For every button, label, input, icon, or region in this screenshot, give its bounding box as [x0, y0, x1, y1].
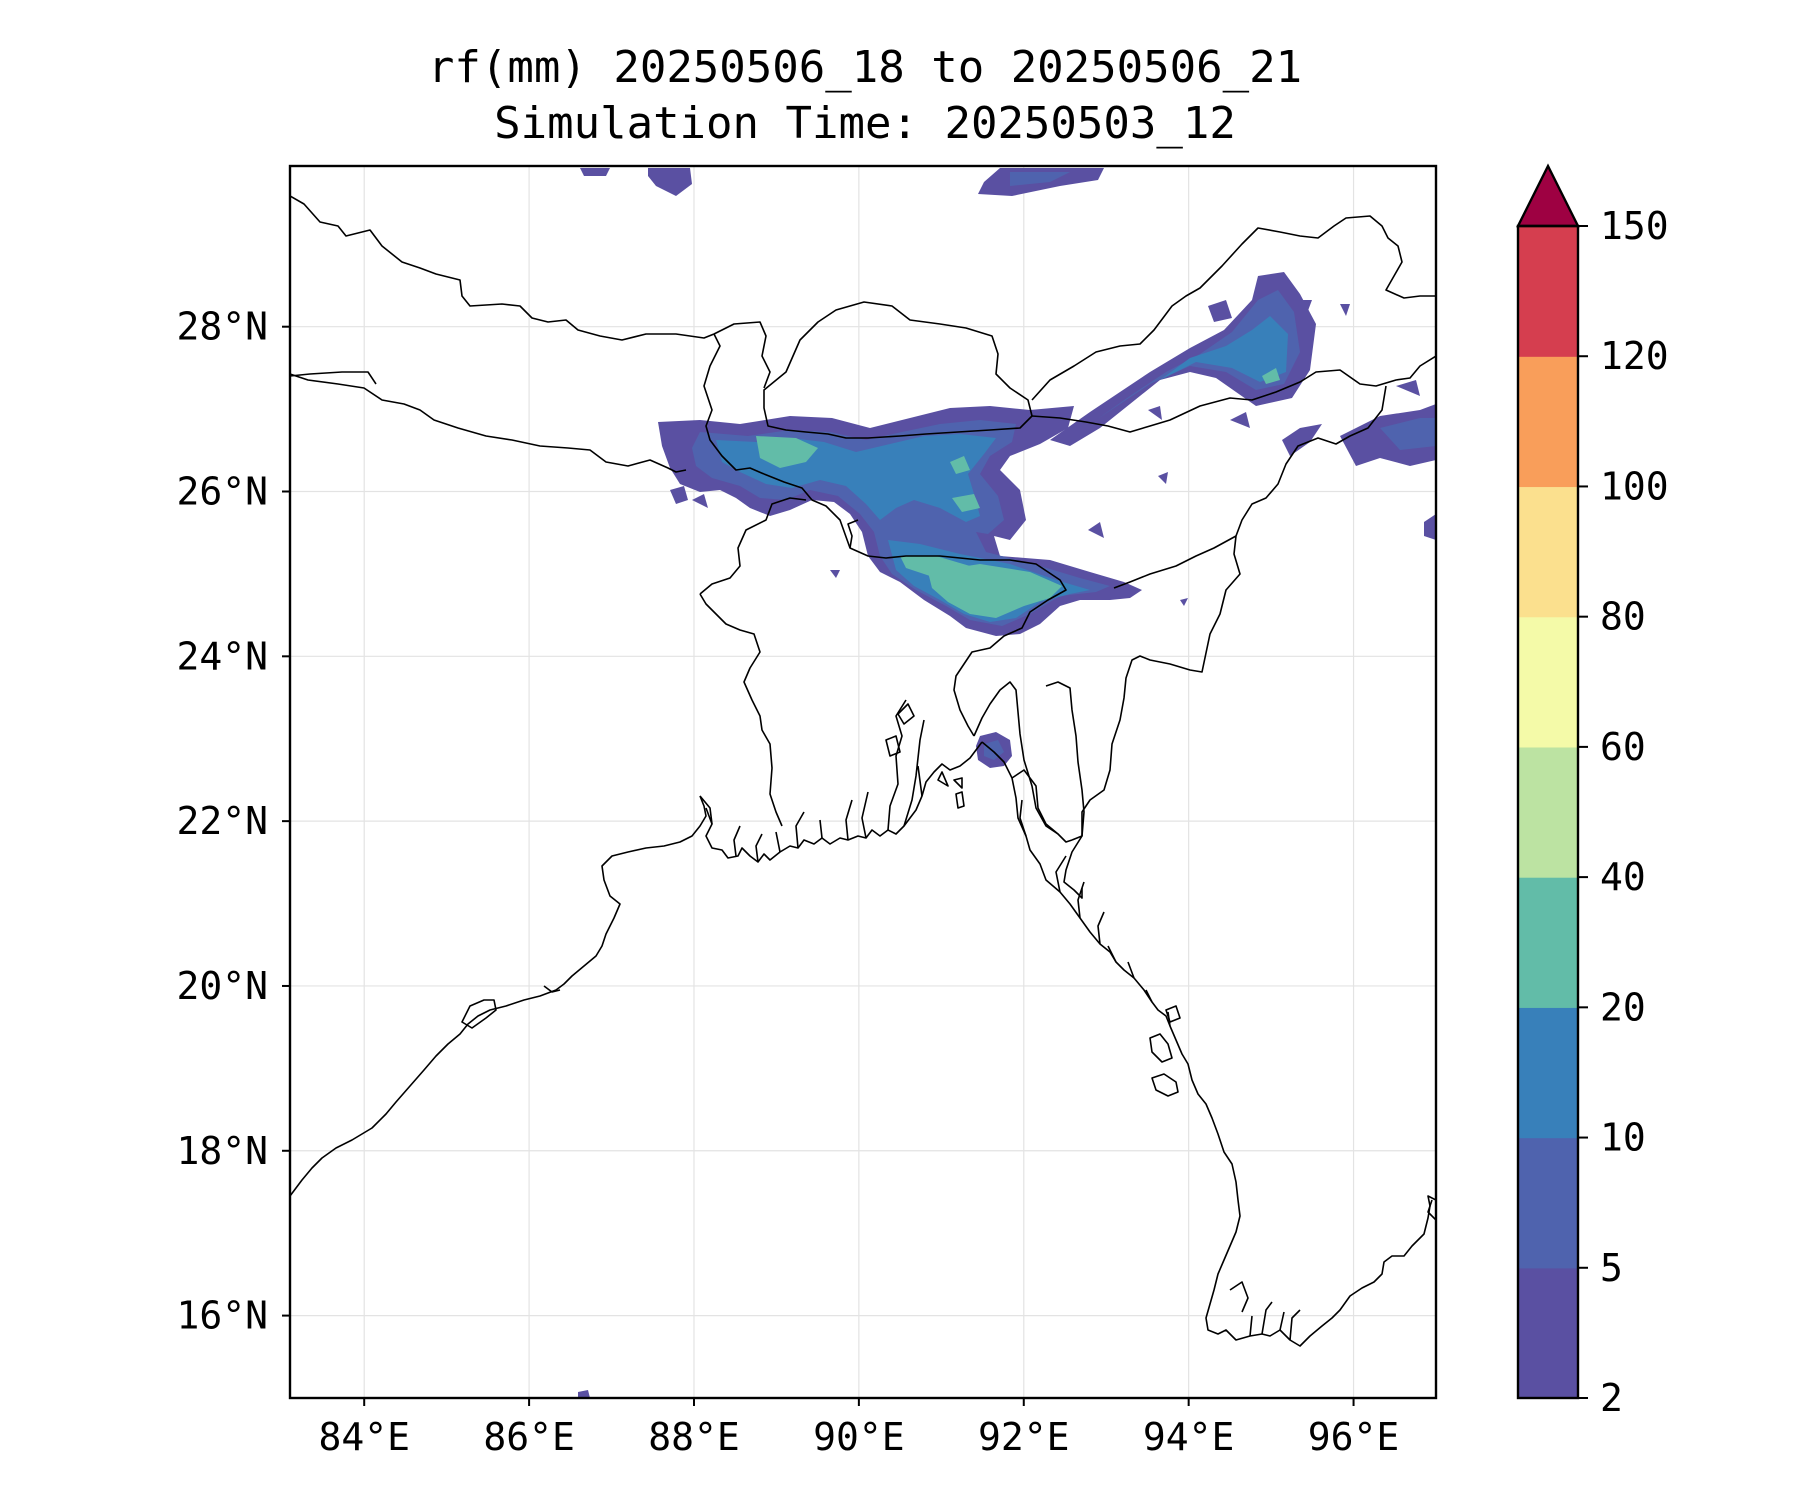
- coastline-east-edge: [1427, 1199, 1436, 1221]
- rain-patch-bottom: [578, 1390, 590, 1398]
- rain-patch-east-2-inner: [1380, 418, 1436, 450]
- coastline-west: [290, 795, 707, 1197]
- border-meghalaya: [847, 519, 859, 549]
- rain-patch-west-3: [830, 570, 840, 578]
- border-bangladesh-west: [699, 593, 783, 827]
- rain-band-ne-core: [1160, 316, 1288, 382]
- rain-patch-ne-small-3: [1340, 304, 1350, 316]
- border-bhutan: [763, 301, 1033, 439]
- rain-patch-top-3-inner: [1010, 172, 1070, 186]
- rain-system-peak-1: [756, 436, 818, 468]
- lon-tick-label: 88°E: [648, 1415, 740, 1459]
- coastline-odisha-notch: [543, 985, 561, 993]
- border-china-nepal: [290, 195, 715, 341]
- colorbar-frame: [1516, 224, 1580, 1400]
- coastline-meghna-islands: [885, 703, 965, 809]
- border-sikkim-china: [713, 321, 771, 389]
- boundaries: [290, 195, 1436, 1347]
- border-india-myanmar: [1071, 385, 1387, 841]
- border-nepal-west: [290, 371, 377, 385]
- coastline-sundarbans: [699, 741, 983, 863]
- coastline-ramree-island: [1151, 1073, 1179, 1097]
- map-title-line2: Simulation Time: 20250503_12: [494, 98, 1236, 149]
- colorbar-segment: [1518, 877, 1578, 1008]
- rain-patch-chittagong-inner: [984, 740, 1004, 760]
- lat-tick-label: 28°N: [176, 305, 268, 349]
- map-title-line1: rf(mm) 20250506_18 to 20250506_21: [427, 42, 1303, 93]
- rain-band-ne-peak: [1262, 368, 1280, 384]
- border-mizoram-south: [1063, 835, 1083, 899]
- rain-patch-top-2: [648, 168, 692, 196]
- colorbar-segment: [1518, 486, 1578, 618]
- colorbar-tick-label: 20: [1600, 985, 1646, 1029]
- lon-tick-label: 86°E: [483, 1415, 575, 1459]
- lat-tick-label: 20°N: [176, 964, 268, 1008]
- colorbar-tick-label: 100: [1600, 464, 1669, 508]
- lat-tick-label: 16°N: [176, 1294, 268, 1338]
- colorbar-tick-label: 5: [1600, 1246, 1623, 1290]
- colorbar-tick-label: 120: [1600, 334, 1669, 378]
- border-sikkim: [703, 333, 765, 475]
- coastline-sundarbans-creeks: [705, 699, 925, 863]
- border-nepal-india-south: [290, 373, 687, 473]
- coastline-arakan-islet: [1165, 1005, 1181, 1023]
- lon-tick-label: 90°E: [813, 1415, 905, 1459]
- border-nagaland: [1113, 535, 1237, 589]
- colorbar-tick-label: 150: [1600, 204, 1669, 248]
- rainfall-field: [578, 168, 1436, 1398]
- rain-patch-ne-small-2: [1296, 300, 1312, 316]
- colorbar-extend-arrow: [1516, 163, 1580, 228]
- colorbar-segment: [1518, 226, 1578, 357]
- rain-patch-east-1: [1282, 424, 1322, 456]
- border-bangladesh-north: [763, 473, 1067, 737]
- lat-tick-label: 24°N: [176, 634, 268, 678]
- map-axes: 84°E 86°E 88°E 90°E 92°E 94°E 96°E 16°N 18°N 20°N…: [176, 305, 1399, 1459]
- lat-tick-label: 18°N: [176, 1129, 268, 1173]
- colorbar-segment: [1518, 1267, 1578, 1399]
- lon-tick-label: 94°E: [1143, 1415, 1235, 1459]
- colorbar-tick-label: 2: [1600, 1376, 1623, 1420]
- colorbar-segment: [1518, 1137, 1578, 1269]
- coastline-odisha-islet: [461, 999, 497, 1029]
- rain-patch-ne-small-7: [1088, 522, 1104, 538]
- colorbar-segment: [1518, 356, 1578, 488]
- rain-patch-west-4: [1180, 598, 1188, 606]
- coastline-cheduba-island: [1149, 1033, 1173, 1063]
- border-mizoram: [1045, 681, 1085, 837]
- lat-tick-label: 22°N: [176, 799, 268, 843]
- rain-patch-east-4: [1424, 514, 1436, 540]
- colorbar-tick-label: 60: [1600, 725, 1646, 769]
- colorbar-tick-label: 80: [1600, 595, 1646, 639]
- rain-band-ne-mid: [1096, 290, 1300, 420]
- lon-tick-label: 84°E: [318, 1415, 410, 1459]
- rain-patch-ne-small-6: [1158, 472, 1168, 484]
- rain-patch-west-2: [692, 494, 708, 508]
- rain-patch-ne-small-4: [1148, 406, 1162, 420]
- rain-patch-west-1: [670, 486, 688, 504]
- lon-tick-label: 96°E: [1308, 1415, 1400, 1459]
- colorbar-tick-label: 10: [1600, 1116, 1646, 1160]
- colorbar-segment: [1518, 1007, 1578, 1139]
- rain-patch-ne-small-5: [1230, 412, 1250, 428]
- border-chittagong-myanmar: [1011, 769, 1059, 835]
- border-assam-north: [1031, 355, 1436, 433]
- lat-tick-label: 26°N: [176, 470, 268, 514]
- border-arunachal-china: [1031, 215, 1436, 401]
- rain-patch-east-3: [1396, 380, 1420, 396]
- colorbar-tick-label: 40: [1600, 855, 1646, 899]
- colorbar: 2 5 10 20 40 60 80 100 120 150: [1516, 163, 1669, 1420]
- border-bangladesh-dinajpur: [699, 497, 807, 595]
- colorbar-segment: [1518, 616, 1578, 748]
- coastline-arakan: [981, 741, 1436, 1347]
- lon-tick-label: 92°E: [978, 1415, 1070, 1459]
- rain-patch-top-1: [580, 168, 610, 176]
- rain-system-peak-3: [928, 564, 1062, 618]
- map-frame: [288, 164, 1438, 1400]
- colorbar-segment: [1518, 746, 1578, 878]
- rain-patch-ne-small-1: [1208, 300, 1232, 322]
- rain-system-peak-4: [952, 494, 980, 512]
- rain-system-peak-5: [950, 456, 970, 474]
